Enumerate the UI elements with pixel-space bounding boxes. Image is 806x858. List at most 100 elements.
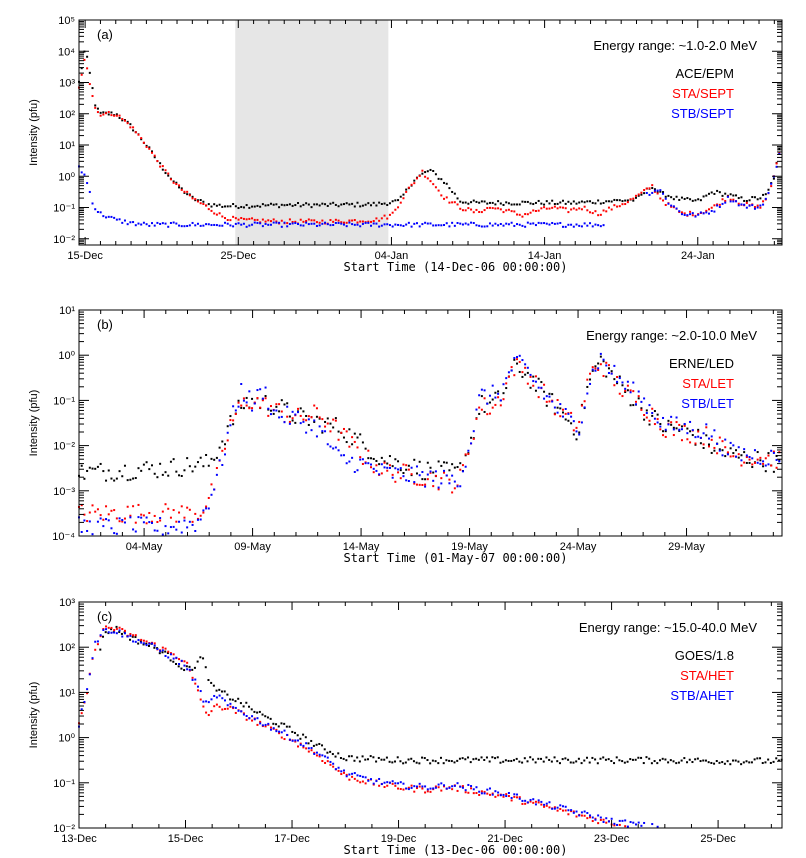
data-point bbox=[348, 778, 351, 781]
data-point bbox=[391, 200, 394, 203]
y-axis-title: Intensity (pfu) bbox=[28, 99, 40, 166]
data-point bbox=[250, 708, 253, 711]
data-point bbox=[148, 224, 151, 227]
data-point bbox=[437, 488, 440, 491]
data-point bbox=[602, 360, 605, 363]
data-point bbox=[334, 417, 337, 420]
data-point bbox=[99, 211, 102, 214]
data-point bbox=[291, 417, 294, 420]
data-point bbox=[291, 410, 294, 413]
data-point bbox=[321, 760, 324, 763]
data-point bbox=[345, 775, 348, 778]
data-point bbox=[218, 705, 221, 708]
data-point bbox=[629, 198, 632, 201]
data-point bbox=[264, 715, 267, 718]
data-point bbox=[402, 762, 405, 765]
data-point bbox=[113, 532, 116, 535]
data-point bbox=[634, 403, 637, 406]
data-point bbox=[702, 432, 705, 435]
data-point bbox=[686, 438, 689, 441]
data-point bbox=[140, 638, 143, 641]
data-point bbox=[178, 186, 181, 189]
data-point bbox=[375, 459, 378, 462]
data-point bbox=[267, 414, 270, 417]
data-point bbox=[689, 213, 692, 216]
data-point bbox=[618, 377, 621, 380]
data-point bbox=[329, 750, 332, 753]
data-point bbox=[426, 478, 429, 481]
data-point bbox=[597, 199, 600, 202]
data-point bbox=[83, 173, 86, 176]
data-point bbox=[118, 470, 121, 473]
data-point bbox=[248, 224, 251, 227]
data-point bbox=[364, 776, 367, 779]
data-point bbox=[275, 723, 278, 726]
data-point bbox=[526, 366, 529, 369]
data-point bbox=[426, 222, 429, 225]
data-point bbox=[413, 458, 416, 461]
data-point bbox=[556, 222, 559, 225]
data-point bbox=[656, 825, 659, 828]
data-point bbox=[596, 762, 599, 765]
data-point bbox=[261, 724, 264, 727]
data-point bbox=[364, 203, 367, 206]
data-point bbox=[221, 205, 224, 208]
data-point bbox=[359, 458, 362, 461]
data-point bbox=[367, 462, 370, 465]
data-point bbox=[743, 448, 746, 451]
data-point bbox=[570, 422, 573, 425]
data-point bbox=[191, 470, 194, 473]
data-point bbox=[670, 415, 673, 418]
data-point bbox=[91, 95, 94, 98]
data-point bbox=[602, 201, 605, 204]
data-point bbox=[388, 781, 391, 784]
data-point bbox=[256, 218, 259, 221]
data-point bbox=[299, 205, 302, 208]
data-point bbox=[442, 762, 445, 765]
data-point bbox=[356, 223, 359, 226]
data-point bbox=[229, 424, 232, 427]
data-point bbox=[721, 761, 724, 764]
data-point bbox=[429, 470, 432, 473]
data-point bbox=[275, 203, 278, 206]
data-point bbox=[775, 454, 778, 457]
data-point bbox=[191, 197, 194, 200]
data-point bbox=[448, 478, 451, 481]
data-point bbox=[120, 632, 123, 635]
data-point bbox=[737, 456, 740, 459]
data-point bbox=[440, 789, 443, 792]
data-point bbox=[234, 217, 237, 220]
data-point bbox=[280, 722, 283, 725]
data-point bbox=[440, 194, 443, 197]
data-point bbox=[118, 114, 121, 117]
data-point bbox=[113, 479, 116, 482]
data-point bbox=[694, 215, 697, 218]
series-sta-let bbox=[78, 358, 781, 525]
data-point bbox=[580, 811, 583, 814]
data-point bbox=[132, 129, 135, 132]
data-point bbox=[302, 203, 305, 206]
data-point bbox=[302, 418, 305, 421]
data-point bbox=[175, 662, 178, 665]
data-point bbox=[145, 522, 148, 525]
data-point bbox=[102, 470, 105, 473]
data-point bbox=[472, 792, 475, 795]
data-point bbox=[342, 454, 345, 457]
data-point bbox=[99, 114, 102, 117]
x-tick-label: 24-Jan bbox=[681, 250, 715, 262]
data-point bbox=[450, 760, 453, 763]
data-point bbox=[697, 428, 700, 431]
data-point bbox=[756, 451, 759, 454]
data-point bbox=[753, 196, 756, 199]
data-point bbox=[167, 225, 170, 228]
data-point bbox=[470, 785, 473, 788]
data-point bbox=[464, 201, 467, 204]
data-point bbox=[653, 190, 656, 193]
data-point bbox=[602, 224, 605, 227]
data-point bbox=[650, 762, 653, 765]
data-point bbox=[196, 199, 199, 202]
data-point bbox=[759, 204, 762, 207]
data-point bbox=[613, 378, 616, 381]
data-point bbox=[313, 222, 316, 225]
